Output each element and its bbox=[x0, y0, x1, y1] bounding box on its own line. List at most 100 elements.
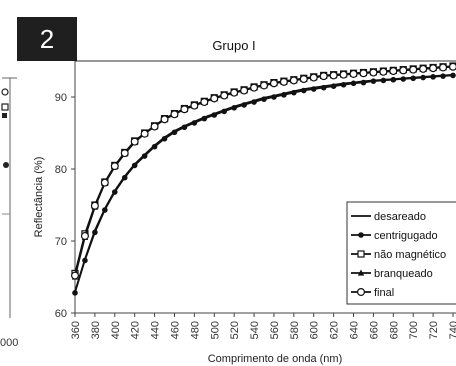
x-tick-label: 540 bbox=[249, 321, 261, 339]
data-point bbox=[201, 115, 208, 122]
data-point bbox=[269, 79, 278, 88]
legend-entry-label: desareado bbox=[374, 211, 426, 223]
x-tick-label: 560 bbox=[269, 321, 281, 339]
fragment-filled-square-marker bbox=[2, 113, 7, 118]
legend-marker bbox=[357, 250, 365, 258]
legend-marker bbox=[358, 232, 364, 238]
fragment-tick-label: 000 bbox=[0, 337, 18, 349]
data-point bbox=[221, 108, 228, 115]
x-tick-label: 440 bbox=[150, 321, 162, 339]
data-point bbox=[130, 137, 139, 146]
data-point bbox=[419, 64, 428, 73]
x-tick-label: 700 bbox=[408, 321, 420, 339]
data-point bbox=[170, 110, 179, 119]
data-point bbox=[329, 71, 338, 80]
fragment-filled-circle-marker bbox=[3, 162, 9, 168]
data-point bbox=[161, 135, 168, 142]
data-point bbox=[102, 207, 108, 213]
data-point bbox=[339, 70, 348, 79]
series-1 bbox=[72, 72, 456, 296]
x-tick-label: 720 bbox=[428, 321, 440, 339]
x-tick-label: 600 bbox=[309, 321, 321, 339]
data-point bbox=[449, 62, 456, 71]
data-point bbox=[151, 143, 158, 150]
data-point bbox=[340, 81, 347, 88]
data-point bbox=[82, 257, 88, 264]
data-point bbox=[271, 94, 277, 100]
legend: desareado centrigugado não magnético branqu… bbox=[346, 201, 456, 305]
data-point bbox=[409, 65, 418, 74]
data-point bbox=[120, 149, 129, 158]
data-point bbox=[240, 86, 249, 95]
data-point bbox=[131, 162, 138, 169]
x-axis-title: Comprimento de onda (nm) bbox=[208, 353, 343, 365]
data-point bbox=[200, 98, 209, 107]
x-tick-label: 520 bbox=[229, 321, 241, 339]
data-point bbox=[150, 122, 159, 131]
data-point bbox=[369, 68, 378, 77]
data-point bbox=[231, 105, 237, 111]
data-point bbox=[390, 76, 397, 83]
data-point bbox=[450, 72, 456, 79]
x-tick-label: 420 bbox=[130, 321, 142, 339]
data-point bbox=[220, 91, 229, 100]
x-tick-label: 460 bbox=[169, 321, 181, 339]
data-point bbox=[190, 101, 199, 110]
data-point bbox=[92, 229, 98, 236]
data-point bbox=[180, 105, 189, 114]
data-point bbox=[80, 231, 89, 240]
data-point bbox=[420, 74, 426, 81]
panel-label-badge: 2 bbox=[17, 17, 77, 61]
data-point bbox=[400, 76, 407, 82]
data-point bbox=[291, 89, 297, 96]
data-point bbox=[261, 96, 267, 102]
x-tick-label: 360 bbox=[70, 321, 82, 339]
data-point bbox=[100, 178, 109, 187]
series-4 bbox=[70, 62, 456, 280]
data-point bbox=[360, 79, 367, 86]
fragment-open-circle-marker bbox=[1, 88, 9, 96]
data-point bbox=[70, 271, 79, 280]
data-point bbox=[349, 69, 358, 78]
data-point bbox=[251, 99, 257, 105]
data-point bbox=[160, 115, 169, 124]
data-point bbox=[410, 75, 417, 82]
data-point bbox=[370, 78, 377, 84]
data-point bbox=[300, 87, 307, 94]
data-point bbox=[309, 73, 318, 82]
x-tick-label: 680 bbox=[388, 321, 400, 339]
y-tick-label: 90 bbox=[55, 92, 67, 104]
data-point bbox=[140, 129, 149, 138]
legend-box bbox=[346, 201, 456, 305]
left-panel-fragment: 000 bbox=[0, 77, 18, 349]
x-tick-label: 500 bbox=[209, 321, 221, 339]
x-tick-label: 620 bbox=[329, 321, 341, 339]
y-tick-label: 60 bbox=[55, 308, 67, 320]
data-point bbox=[439, 63, 448, 72]
data-point bbox=[181, 124, 188, 131]
data-point bbox=[281, 92, 287, 98]
data-point bbox=[241, 102, 247, 108]
data-point bbox=[289, 76, 298, 85]
y-axis-title: Reflectância (%) bbox=[33, 157, 45, 238]
data-point bbox=[430, 74, 436, 80]
data-point bbox=[230, 88, 239, 97]
legend-entry-label: branqueado bbox=[374, 268, 433, 280]
data-point bbox=[110, 162, 119, 171]
data-point bbox=[380, 77, 387, 84]
x-tick-label: 660 bbox=[368, 321, 380, 339]
data-point bbox=[389, 67, 398, 76]
data-point bbox=[72, 290, 78, 296]
data-point bbox=[359, 69, 368, 78]
data-point bbox=[90, 201, 99, 210]
data-point bbox=[299, 74, 308, 83]
x-tick-label: 380 bbox=[90, 321, 102, 339]
legend-marker bbox=[357, 288, 366, 297]
y-tick-label: 80 bbox=[55, 164, 67, 176]
x-tick-label: 740 bbox=[448, 321, 456, 339]
data-point bbox=[320, 84, 327, 91]
x-tick-label: 580 bbox=[289, 321, 301, 339]
data-point bbox=[279, 77, 288, 86]
data-point bbox=[191, 120, 198, 126]
